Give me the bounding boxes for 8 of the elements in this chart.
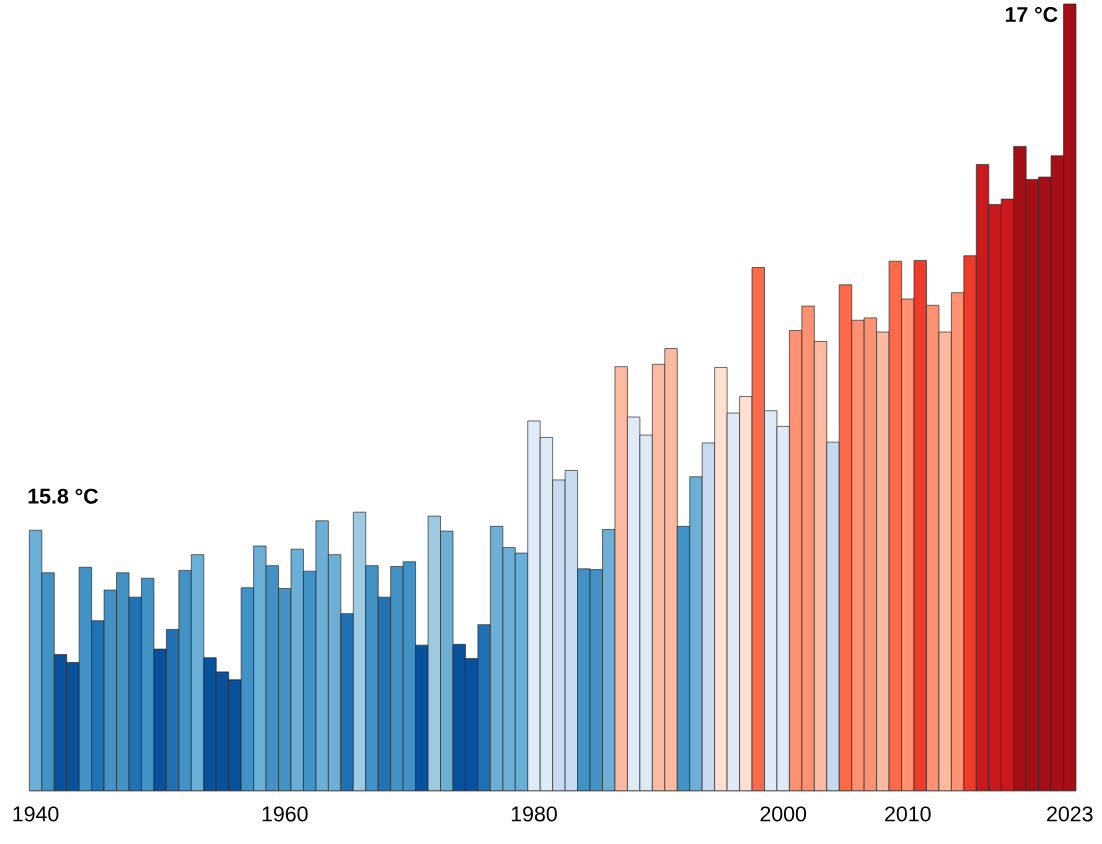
- x-tick-label: 1960: [262, 806, 308, 822]
- x-tick-label: 1940: [13, 806, 59, 822]
- x-tick-label: 2000: [760, 806, 807, 822]
- x-tick-label: 2010: [885, 806, 931, 822]
- annotation: 15.8 °C: [28, 488, 99, 504]
- annotation: 17 °C: [1005, 6, 1058, 23]
- x-tick-label: 1980: [511, 806, 557, 822]
- x-tick-label: 2023: [1047, 806, 1093, 822]
